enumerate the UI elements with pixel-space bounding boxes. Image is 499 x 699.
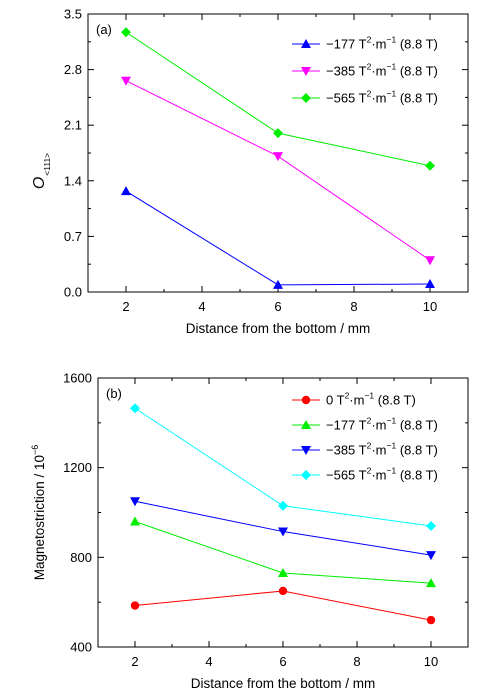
data-point: [121, 76, 131, 86]
legend-label: 0 T2·m−1 (8.8 T): [326, 391, 416, 408]
data-point: [130, 601, 140, 610]
series-2: [121, 27, 435, 171]
x-tick-label: 10: [423, 299, 437, 314]
y-tick-label: 3.5: [64, 7, 82, 22]
data-point: [273, 152, 283, 162]
data-point: [278, 568, 288, 578]
legend-marker: [301, 420, 311, 429]
legend-marker: [301, 470, 311, 480]
chart-panel-a: 2 4 6 8 10 0.0 0.7 1.4 2.1 2.8 3.5 Distance from th…: [31, 7, 469, 336]
data-point: [426, 615, 436, 625]
panel-label: (a): [96, 22, 112, 37]
series-2: [130, 497, 436, 561]
y-tick-label: 0.0: [64, 285, 82, 300]
series-0: [121, 186, 435, 289]
x-tick-label: 2: [122, 299, 129, 314]
y-tick-label: 0.7: [64, 229, 82, 244]
legend-label: −385 T2·m−1 (8.8 T): [326, 62, 438, 79]
legend-label: −565 T2·m−1 (8.8 T): [326, 89, 438, 106]
legend-marker: [301, 446, 311, 455]
x-axis-label: Distance from the bottom / mm: [186, 321, 371, 336]
panel-label: (b): [106, 386, 122, 401]
x-tick-label: 4: [205, 654, 212, 669]
x-tick-label: 10: [424, 654, 438, 669]
legend-entry: −565 T2·m−1 (8.8 T): [292, 89, 438, 106]
data-point: [426, 551, 436, 561]
data-point: [273, 128, 283, 139]
legend-label: −177 T2·m−1 (8.8 T): [326, 35, 438, 52]
y-tick-label: 1200: [63, 460, 92, 475]
data-point: [278, 500, 288, 511]
legend-entry: −385 T2·m−1 (8.8 T): [292, 62, 438, 79]
series-0: [130, 586, 436, 625]
x-tick-label: 6: [279, 654, 286, 669]
legend-marker: [301, 395, 311, 405]
data-point: [130, 403, 140, 414]
data-point: [278, 527, 288, 537]
series-1: [121, 76, 435, 266]
data-point: [130, 497, 140, 507]
y-tick-label: 1600: [63, 371, 92, 386]
chart-panel-b: 2 4 6 8 10 400 800 1200 1600 Distance from the bo…: [30, 371, 469, 691]
legend-marker: [301, 39, 311, 48]
x-tick-label: 4: [198, 299, 205, 314]
legend-marker: [301, 67, 311, 76]
data-point: [121, 27, 131, 38]
series-line: [125, 80, 431, 261]
data-point: [278, 586, 288, 596]
y-tick-label: 400: [70, 640, 92, 655]
y-tick-label: 1.4: [64, 173, 82, 188]
series-line: [125, 190, 431, 286]
legend-label: −177 T2·m−1 (8.8 T): [326, 416, 438, 433]
legend-marker: [301, 93, 311, 103]
y-tick-label: 2.1: [64, 118, 82, 133]
legend-entry: −177 T2·m−1 (8.8 T): [292, 416, 438, 433]
legend-label: −385 T2·m−1 (8.8 T): [326, 441, 438, 458]
data-point: [273, 279, 283, 289]
legend-entry: 0 T2·m−1 (8.8 T): [292, 391, 416, 408]
data-point: [425, 279, 435, 289]
data-point: [425, 256, 435, 266]
data-point: [121, 186, 131, 196]
x-tick-label: 8: [350, 299, 357, 314]
series-line: [134, 590, 432, 621]
legend-label: −565 T2·m−1 (8.8 T): [326, 466, 438, 483]
legend-entry: −177 T2·m−1 (8.8 T): [292, 35, 438, 52]
y-tick-label: 2.8: [64, 62, 82, 77]
data-point: [130, 516, 140, 526]
data-point: [426, 578, 436, 588]
y-axis-label: Magnetostriction / 10−6: [30, 445, 47, 581]
series-3: [130, 403, 436, 531]
x-tick-label: 6: [274, 299, 281, 314]
x-tick-label: 8: [353, 654, 360, 669]
data-point: [425, 160, 435, 171]
x-tick-label: 2: [131, 654, 138, 669]
x-axis-label: Distance from the bottom / mm: [191, 676, 376, 691]
y-tick-label: 800: [70, 550, 92, 565]
legend-entry: −385 T2·m−1 (8.8 T): [292, 441, 438, 458]
data-point: [426, 520, 436, 531]
legend-entry: −565 T2·m−1 (8.8 T): [292, 466, 438, 483]
series-1: [130, 516, 436, 588]
y-axis-label: O<111>: [31, 153, 52, 189]
